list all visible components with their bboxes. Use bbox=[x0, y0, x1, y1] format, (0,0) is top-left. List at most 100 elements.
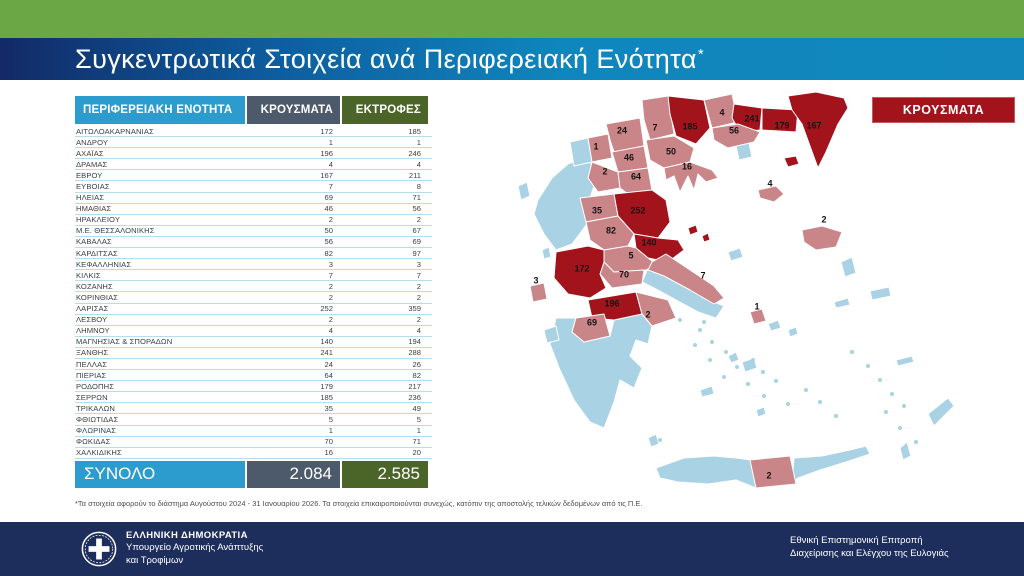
title-asterisk: * bbox=[697, 45, 705, 63]
farms-value: 1 bbox=[416, 426, 421, 436]
region-korinthia bbox=[635, 291, 677, 327]
farms-value: 71 bbox=[412, 193, 421, 203]
farms-value: 211 bbox=[408, 170, 421, 180]
map-label-pieria: 64 bbox=[631, 171, 641, 181]
farms-value: 1 bbox=[416, 137, 421, 147]
cases-value: 140 bbox=[320, 337, 333, 347]
region-name: ΗΜΑΘΙΑΣ bbox=[76, 204, 112, 214]
region-name: ΠΕΛΛΑΣ bbox=[76, 359, 108, 369]
farms-value: 2 bbox=[416, 315, 421, 325]
region-evia bbox=[647, 253, 725, 305]
ministry-block: ΕΛΛΗΝΙΚΗ ΔΗΜΟΚΡΑΤΙΑ Υπουργείο Αγροτικής … bbox=[126, 530, 263, 567]
farms-value: 246 bbox=[408, 148, 421, 158]
table-row: ΑΝΔΡΟΥ 1 1 bbox=[75, 137, 432, 149]
map-label-andros: 1 bbox=[754, 301, 759, 311]
table-row: ΕΒΡΟΥ 167 211 bbox=[75, 170, 432, 182]
map-label-ileia: 69 bbox=[587, 317, 597, 327]
map-area-santorini bbox=[755, 406, 767, 418]
committee-line1: Εθνική Επιστημονική Επιτροπή bbox=[790, 535, 923, 546]
region-name: ΚΑΒΑΛΑΣ bbox=[76, 237, 112, 247]
farms-value: 3 bbox=[416, 259, 421, 269]
map-label-chalkidiki: 16 bbox=[682, 161, 692, 171]
map-area-karpathos bbox=[899, 441, 912, 461]
table-row: ΗΡΑΚΛΕΙΟΥ 2 2 bbox=[75, 215, 432, 226]
cases-value: 16 bbox=[324, 448, 333, 458]
farms-value: 288 bbox=[408, 348, 421, 358]
region-name: ΜΑΓΝΗΣΙΑΣ & ΣΠΟΡΑΔΩΝ bbox=[76, 337, 173, 347]
region-name: ΚΕΦΑΛΛΗΝΙΑΣ bbox=[76, 259, 132, 269]
cases-value: 2 bbox=[328, 215, 333, 225]
title-bar: Συγκεντρωτικά Στοιχεία ανά Περιφερειακή … bbox=[0, 38, 1024, 80]
map-islet bbox=[890, 392, 894, 396]
table-row: ΚΑΒΑΛΑΣ 56 69 bbox=[75, 237, 432, 249]
table-row: ΚΟΡΙΝΘΙΑΣ 2 2 bbox=[75, 292, 432, 304]
cases-value: 56 bbox=[324, 237, 333, 247]
map-islet bbox=[786, 402, 790, 406]
map-label-imathia: 46 bbox=[624, 152, 634, 162]
cases-value: 7 bbox=[328, 270, 333, 280]
farms-value: 82 bbox=[412, 370, 421, 380]
cases-value: 3 bbox=[328, 259, 333, 269]
table-row: ΕΥΒΟΙΑΣ 7 8 bbox=[75, 181, 432, 193]
footer-bar: ΕΛΛΗΝΙΚΗ ΔΗΜΟΚΡΑΤΙΑ Υπουργείο Αγροτικής … bbox=[0, 522, 1024, 576]
table-body: ΑΙΤΩΛΟΑΚΑΡΝΑΝΙΑΣ 172 185 ΑΝΔΡΟΥ 1 1 ΑΧΑΪΑΣ 196 2… bbox=[75, 126, 432, 459]
region-kavala bbox=[711, 123, 761, 149]
table-row: ΤΡΙΚΑΛΩΝ 35 49 bbox=[75, 403, 432, 415]
region-name: ΚΑΡΔΙΤΣΑΣ bbox=[76, 248, 118, 258]
map-label-xanthi: 241 bbox=[744, 113, 759, 123]
farms-value: 217 bbox=[408, 381, 421, 391]
region-name: ΗΡΑΚΛΕΙΟΥ bbox=[76, 215, 120, 225]
region-name: ΚΟΡΙΝΘΙΑΣ bbox=[76, 292, 119, 302]
table-row: ΚΑΡΔΙΤΣΑΣ 82 97 bbox=[75, 248, 432, 260]
cases-value: 5 bbox=[328, 414, 333, 424]
farms-value: 8 bbox=[416, 182, 421, 192]
cases-value: 64 bbox=[324, 370, 333, 380]
map-label-magnisia: 140 bbox=[641, 237, 656, 247]
cases-value: 185 bbox=[320, 392, 333, 402]
region-florina bbox=[587, 133, 613, 163]
header-region: ΠΕΡΙΦΕΡΕΙΑΚΗ ΕΝΟΤΗΤΑ bbox=[75, 96, 245, 124]
page-title: Συγκεντρωτικά Στοιχεία ανά Περιφερειακή … bbox=[75, 43, 705, 74]
region-name: ΚΟΖΑΝΗΣ bbox=[76, 281, 113, 291]
total-label: ΣΥΝΟΛΟ bbox=[75, 460, 245, 488]
map-area-ikaria bbox=[833, 297, 851, 309]
farms-value: 236 bbox=[408, 392, 421, 402]
table-row: ΠΙΕΡΙΑΣ 64 82 bbox=[75, 370, 432, 382]
table-row: ΣΕΡΡΩΝ 185 236 bbox=[75, 392, 432, 404]
cases-value: 167 bbox=[320, 170, 333, 180]
map-islet bbox=[708, 358, 712, 362]
region-name: ΠΙΕΡΙΑΣ bbox=[76, 370, 107, 380]
table-row: ΡΟΔΟΠΗΣ 179 217 bbox=[75, 381, 432, 393]
cases-value: 1 bbox=[328, 426, 333, 436]
map-label-fthiotida: 5 bbox=[628, 250, 633, 260]
total-farms: 2.585 bbox=[342, 460, 428, 488]
table-header-row: ΠΕΡΙΦΕΡΕΙΑΚΗ ΕΝΟΤΗΤΑ ΚΡΟΥΣΜΑΤΑ ΕΚΤΡΟΦΕΣ bbox=[75, 96, 432, 124]
region-name: ΦΩΚΙΔΑΣ bbox=[76, 437, 111, 447]
region-name: ΤΡΙΚΑΛΩΝ bbox=[76, 403, 115, 413]
farms-value: 69 bbox=[412, 237, 421, 247]
region-name: ΞΑΝΘΗΣ bbox=[76, 348, 109, 358]
map-islet bbox=[884, 410, 888, 414]
map-islet bbox=[698, 328, 702, 332]
farms-value: 97 bbox=[412, 248, 421, 258]
cases-value: 1 bbox=[328, 137, 333, 147]
table-row: ΚΟΖΑΝΗΣ 2 2 bbox=[75, 281, 432, 293]
map-islet bbox=[834, 414, 838, 418]
committee-block: Εθνική Επιστημονική Επιτροπή Διαχείρισης… bbox=[790, 535, 949, 561]
map-islet bbox=[850, 350, 854, 354]
cases-value: 241 bbox=[320, 348, 333, 358]
region-irakleio bbox=[749, 455, 797, 489]
cases-value: 2 bbox=[328, 315, 333, 325]
region-name: ΑΧΑΪΑΣ bbox=[76, 148, 104, 158]
cases-value: 35 bbox=[324, 403, 333, 413]
map-islet bbox=[914, 440, 918, 444]
cases-value: 82 bbox=[324, 248, 333, 258]
region-name: ΦΛΩΡΙΝΑΣ bbox=[76, 426, 117, 436]
map-area-kos bbox=[895, 355, 915, 367]
map-label-serres: 185 bbox=[682, 121, 697, 131]
map-legend-badge: ΚΡΟΥΣΜΑΤΑ bbox=[872, 97, 1015, 123]
region-sporades1 bbox=[687, 224, 699, 236]
cases-value: 7 bbox=[328, 182, 333, 192]
map-islet bbox=[902, 404, 906, 408]
